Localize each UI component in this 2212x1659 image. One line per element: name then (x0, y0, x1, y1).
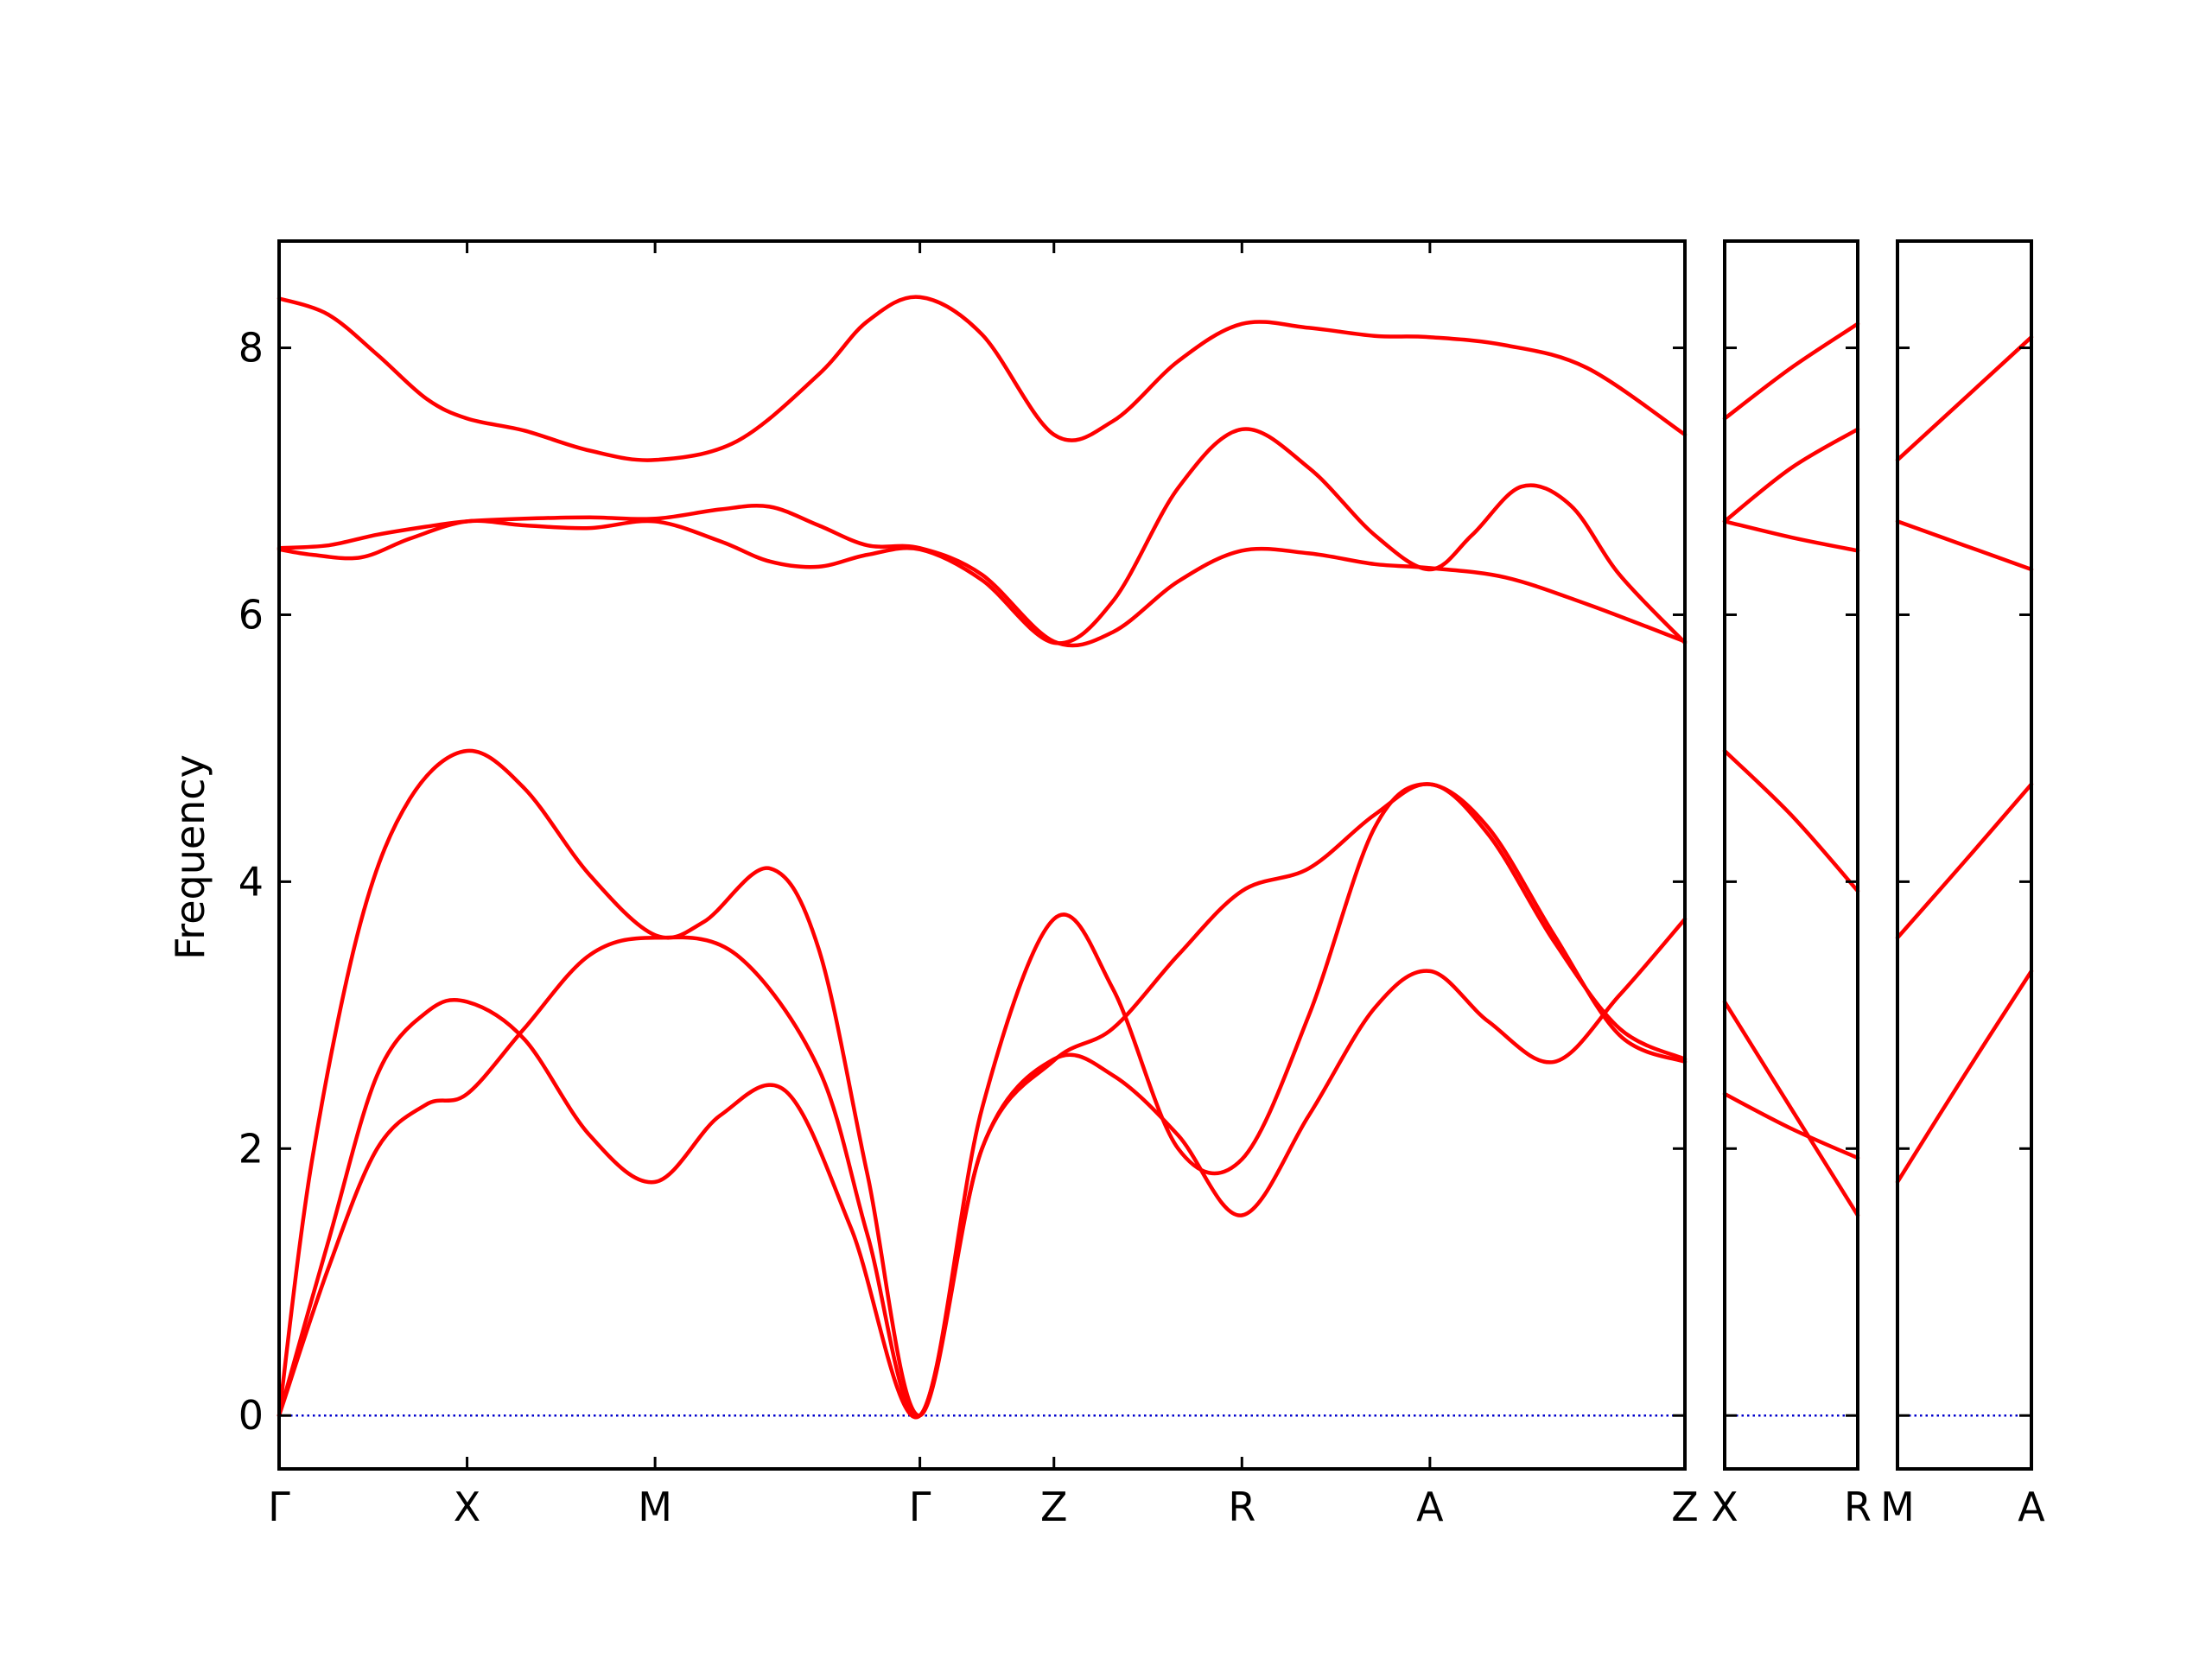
band-4 (276, 748, 1688, 1418)
y-tick-label: 2 (238, 1125, 264, 1172)
x-tick-label: Γ (268, 1484, 290, 1530)
band-6 (276, 917, 1688, 1419)
band-5 (276, 782, 1688, 1420)
band-1 (1895, 334, 2034, 462)
band-3 (1895, 782, 2034, 940)
x-tick-label: R (1228, 1484, 1255, 1530)
panel-frame (1896, 239, 2033, 1471)
x-tick-label: X (454, 1484, 481, 1530)
band-3 (1722, 519, 1860, 553)
panel-frame (277, 239, 1687, 1471)
y-tick-labels: 0 2 4 6 8 (238, 325, 264, 1440)
panel-frame (1723, 239, 1859, 1471)
x-tick-label: Z (1040, 1484, 1068, 1530)
x-tick-label: X (1711, 1484, 1738, 1530)
y-tick-label: 4 (238, 858, 264, 905)
band-3 (276, 427, 1688, 645)
y-axis-label: Frequency (167, 754, 213, 960)
band-1 (276, 295, 1688, 462)
x-tick-label: M (1880, 1484, 1915, 1530)
band-1 (1722, 321, 1860, 421)
y-tick-label: 6 (238, 591, 264, 638)
x-tick-label: Γ (909, 1484, 931, 1530)
x-tick-label: A (2018, 1484, 2045, 1530)
band-6 (1722, 1091, 1860, 1160)
y-tick-label: 0 (238, 1392, 264, 1439)
band-2 (276, 503, 1688, 648)
x-tick-label: M (638, 1484, 672, 1530)
band-5 (1722, 1000, 1860, 1217)
x-tick-label: Z (1671, 1484, 1699, 1530)
band-2 (1895, 519, 2034, 572)
band-2 (1722, 427, 1860, 524)
x-tick-label: R (1844, 1484, 1872, 1530)
band-4 (1722, 748, 1860, 893)
band-4 (1895, 969, 2034, 1185)
x-tick-label: A (1416, 1484, 1444, 1530)
y-tick-label: 8 (238, 325, 264, 372)
